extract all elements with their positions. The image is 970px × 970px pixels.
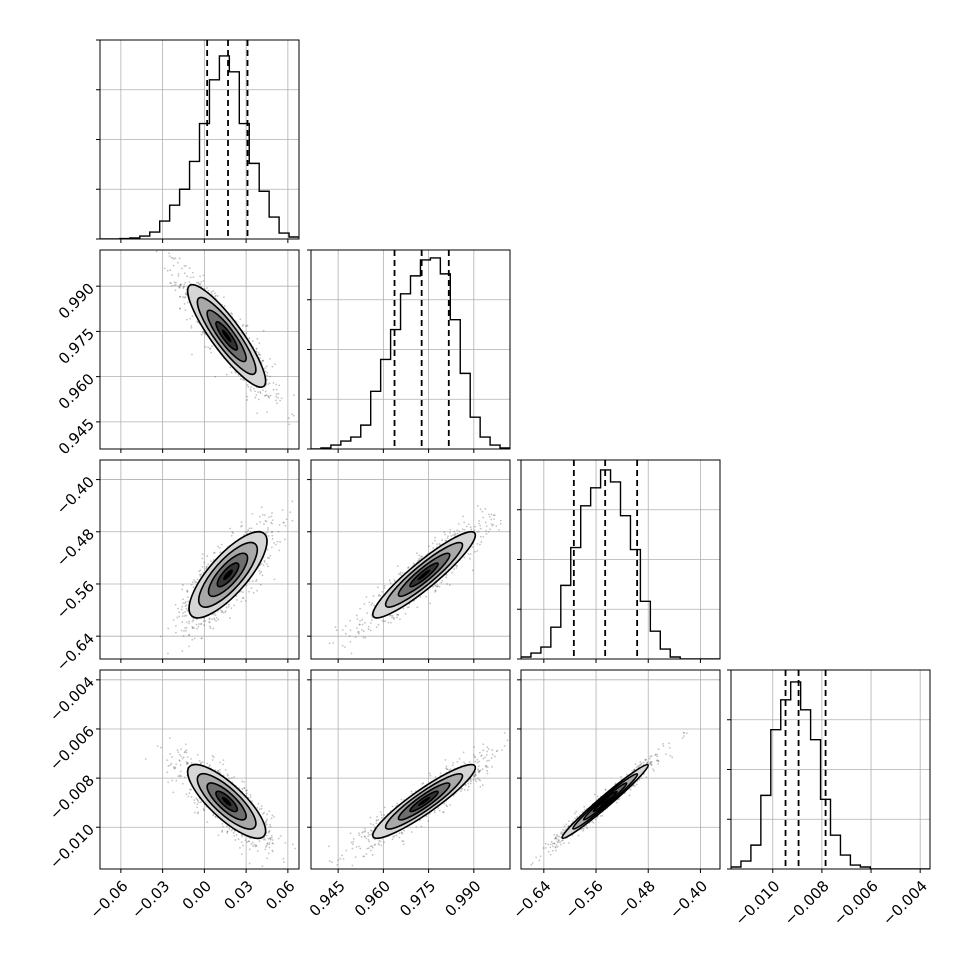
x-tick-label: 0.06 <box>262 877 298 913</box>
x-tick-label: −0.40 <box>666 877 711 922</box>
contour-2 <box>397 782 451 821</box>
x-tick-label: 0.975 <box>396 877 439 920</box>
y-tick-label: −0.004 <box>46 673 98 725</box>
contour-1 <box>198 541 259 608</box>
contour-0 <box>188 530 268 619</box>
x-tick-label: 0.990 <box>441 877 484 920</box>
density-level-4 <box>417 569 431 581</box>
contour-0 <box>186 283 267 388</box>
x-tick-label: −0.010 <box>732 877 784 929</box>
contour-3 <box>215 790 239 813</box>
panel-frame <box>99 459 300 660</box>
panel-2-0: −0.64 −0.56 −0.48 −0.40 <box>53 459 300 675</box>
panel-2-1 <box>307 459 511 663</box>
y-tick-label: 0.960 <box>55 370 98 413</box>
contour-3 <box>215 321 239 351</box>
contour-2 <box>206 782 247 821</box>
y-tick-label: −0.008 <box>46 771 98 823</box>
x-tick-label: −0.008 <box>781 877 833 929</box>
panel-1-1 <box>307 249 511 453</box>
y-tick-label: 0.990 <box>55 279 98 322</box>
panel-frame <box>520 459 721 660</box>
contour-1 <box>384 772 464 830</box>
panel-frame <box>310 459 511 660</box>
contour-0 <box>372 763 477 840</box>
x-tick-label: 0.945 <box>306 877 349 920</box>
panel-3-0: −0.010−0.008−0.006−0.004−0.06−0.03 0.00 0.… <box>46 669 300 922</box>
panel-frame <box>99 249 300 450</box>
density-level-4 <box>223 569 233 581</box>
contour-1 <box>384 541 464 608</box>
panel-3-1: 0.945 0.960 0.975 0.990 <box>306 669 511 920</box>
histogram-step <box>311 257 510 449</box>
histogram-step <box>521 469 720 659</box>
density-shading <box>187 284 266 388</box>
contour-2 <box>206 309 247 363</box>
contour-0 <box>372 530 477 619</box>
density-level-4 <box>417 796 431 807</box>
contour-2 <box>397 552 451 598</box>
contour-3 <box>592 790 618 813</box>
x-tick-label: −0.03 <box>128 877 173 922</box>
contour-3 <box>409 562 439 588</box>
y-tick-label: −0.56 <box>53 577 98 622</box>
y-tick-label: −0.010 <box>46 821 98 873</box>
x-tick-label: −0.004 <box>879 877 931 929</box>
density-shading <box>187 764 266 839</box>
panel-3-2: −0.64 −0.56 −0.48 −0.40 <box>509 669 721 922</box>
x-tick-label: 0.960 <box>351 877 394 920</box>
contour-1 <box>196 772 257 830</box>
x-tick-label: −0.48 <box>614 877 659 922</box>
panel-3-3: −0.010−0.008−0.006−0.004 <box>727 669 931 929</box>
panel-frame <box>310 669 511 870</box>
panel-0-0 <box>96 39 300 243</box>
y-tick-label: −0.40 <box>53 473 98 518</box>
y-tick-label: −0.48 <box>53 525 98 570</box>
contour-3 <box>409 790 439 813</box>
density-level-4 <box>599 796 611 807</box>
density-shading <box>562 764 649 839</box>
panel-frame <box>730 669 931 870</box>
contour-3 <box>216 562 240 588</box>
contour-2 <box>582 782 628 821</box>
contour-2 <box>207 552 249 598</box>
histogram-step <box>100 55 299 239</box>
density-shading <box>189 531 267 618</box>
panel-frame <box>99 669 300 870</box>
density-shading <box>372 531 476 618</box>
x-tick-label: −0.56 <box>562 877 607 922</box>
contour-1 <box>196 296 257 376</box>
contour-1 <box>572 772 639 830</box>
x-tick-label: −0.006 <box>830 877 882 929</box>
contour-0 <box>186 763 267 840</box>
panel-frame <box>520 669 721 870</box>
density-level-4 <box>221 329 232 343</box>
x-tick-label: 0.00 <box>179 877 215 913</box>
panel-frame <box>310 249 511 450</box>
y-tick-label: 0.975 <box>55 325 98 368</box>
histogram-step <box>731 681 930 869</box>
panel-frame <box>99 39 300 240</box>
panel-2-2 <box>517 459 721 663</box>
y-tick-label: −0.64 <box>53 629 98 674</box>
x-tick-label: −0.06 <box>86 877 131 922</box>
y-tick-label: −0.006 <box>46 722 98 774</box>
density-level-4 <box>221 796 232 807</box>
x-tick-label: −0.64 <box>509 877 554 922</box>
contour-0 <box>561 763 650 840</box>
x-tick-label: 0.03 <box>221 877 257 913</box>
y-tick-label: 0.945 <box>55 415 98 458</box>
